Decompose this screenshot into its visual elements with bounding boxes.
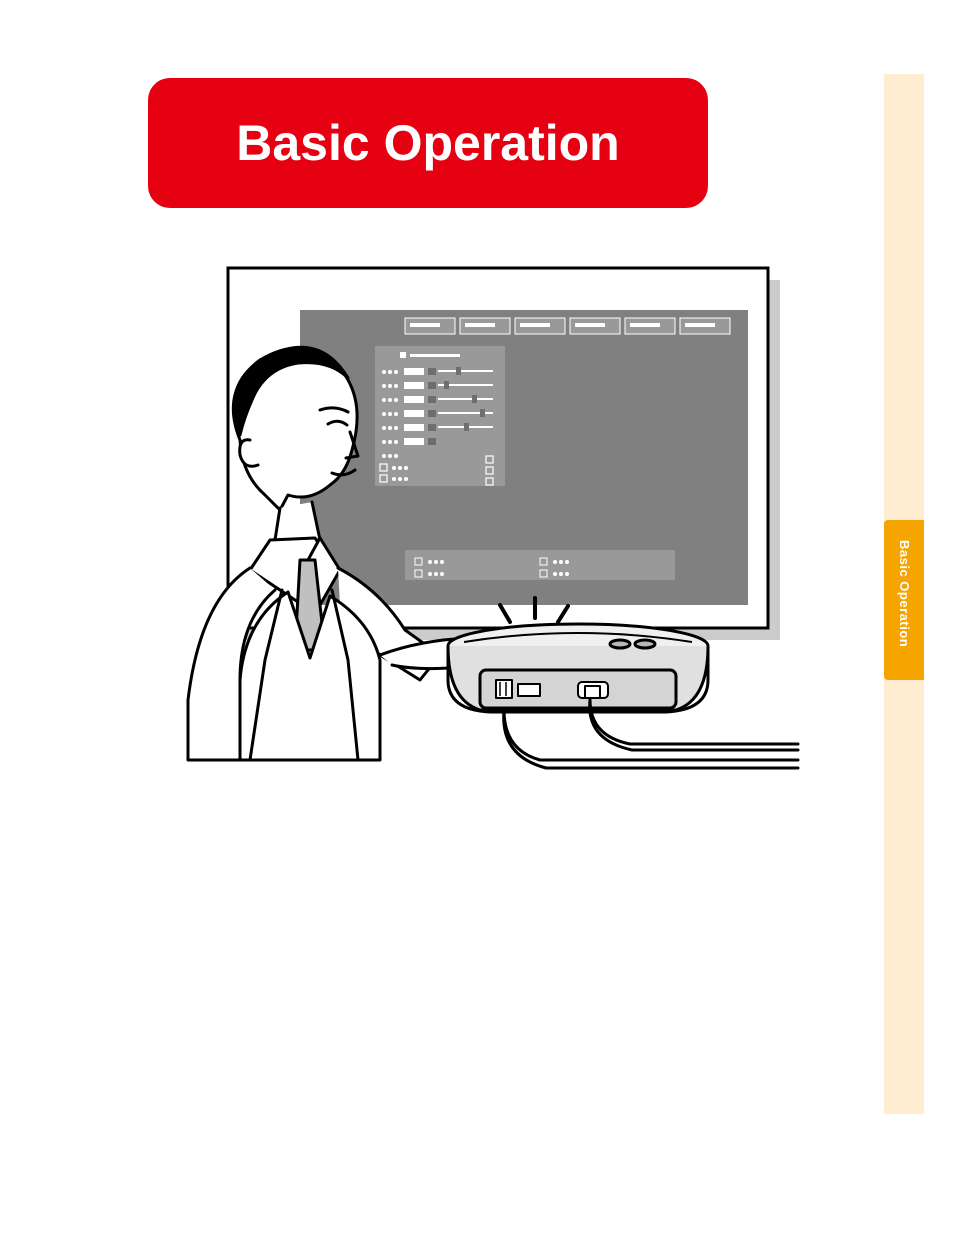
basic-operation-illustration xyxy=(180,260,800,780)
section-title-box: Basic Operation xyxy=(148,78,708,208)
side-tab-label: Basic Operation xyxy=(884,520,912,647)
section-title: Basic Operation xyxy=(236,114,619,172)
side-tab-basic-operation[interactable]: Basic Operation xyxy=(884,520,924,680)
